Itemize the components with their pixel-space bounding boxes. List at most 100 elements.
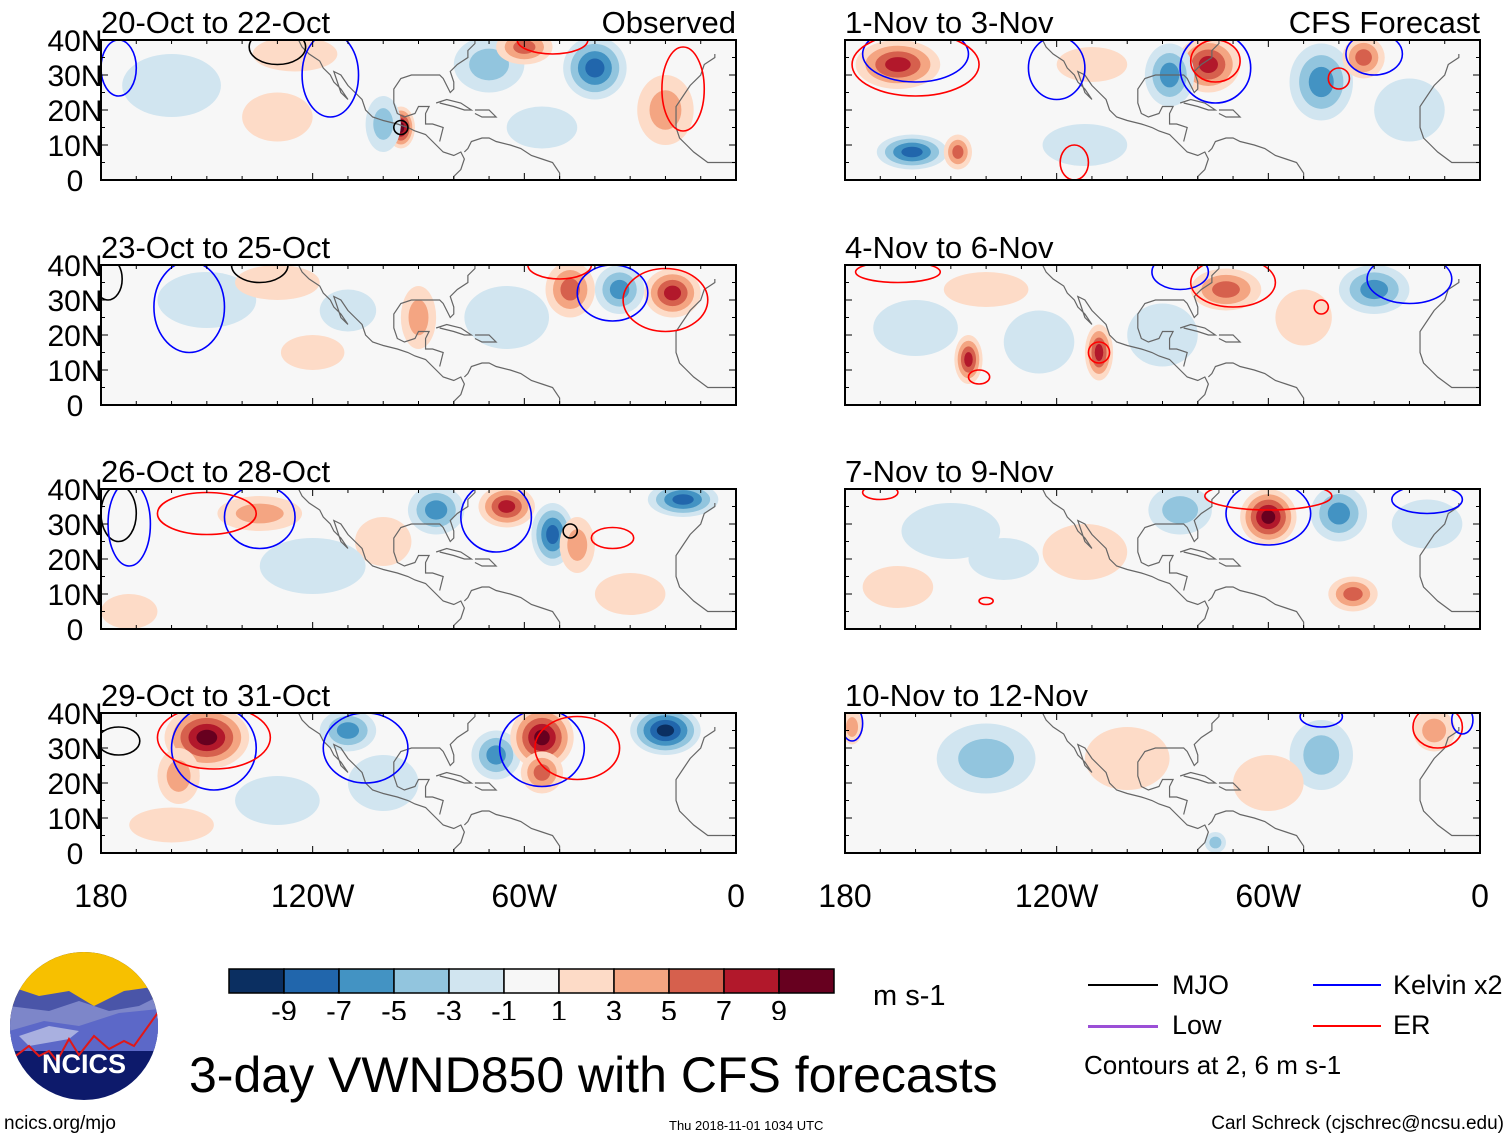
colorbar-swatch [668, 968, 725, 994]
anomaly-shading [1233, 755, 1304, 811]
coastline [1218, 334, 1242, 343]
footer-url[interactable]: ncics.org/mjo [4, 1113, 116, 1134]
coastline [1207, 362, 1305, 405]
anomaly-shading [594, 573, 666, 615]
map-panel: 1-Nov to 3-Nov CFS Forecast [844, 5, 1481, 181]
lat-tick-label: 20N [47, 544, 102, 577]
coastline [393, 489, 476, 591]
anomaly-shading [546, 524, 559, 545]
lat-tick-label: 40N [47, 25, 102, 58]
anomaly-shading [425, 500, 448, 520]
contour-kelvin-x2 [1027, 40, 1086, 101]
anomaly-shading [101, 594, 158, 629]
lat-tick-label: 20N [47, 320, 102, 353]
anomaly-shading [252, 40, 338, 72]
coastline [435, 98, 474, 111]
anomaly-shading [1198, 56, 1218, 73]
anomaly-shading [235, 776, 320, 825]
contour-kelvin-x2 [1366, 265, 1453, 305]
contour-mjo [101, 489, 138, 543]
map-panel: 7-Nov to 9-Nov [844, 454, 1481, 630]
lon-tick-label: 0 [727, 878, 745, 914]
lat-tick-label: 30N [47, 285, 102, 318]
contour-mjo [101, 265, 123, 301]
legend-line-er [1313, 1025, 1381, 1027]
colorbar-tick-label: 5 [661, 996, 677, 1020]
lat-tick-label: 10N [47, 579, 102, 612]
anomaly-shading [1056, 47, 1128, 82]
contour-note: Contours at 2, 6 m s-1 [1084, 1050, 1342, 1080]
contour-kelvin-x2 [460, 489, 533, 553]
legend-line-low [1088, 1025, 1158, 1028]
contour-er [1327, 67, 1351, 90]
colorbar-swatch [723, 968, 780, 994]
colorbar-swatch [338, 968, 395, 994]
coastline [1218, 558, 1242, 567]
anomaly-shading [1094, 344, 1104, 361]
contour-er [1087, 341, 1111, 364]
anomaly-shading [122, 54, 221, 117]
coastline [1137, 489, 1220, 591]
ncics-logo: NCICS [10, 952, 158, 1100]
anomaly-shading [862, 566, 934, 608]
legend-label-er: ER [1393, 1010, 1431, 1040]
colorbar-swatch [503, 968, 560, 994]
map-panels: 20-Oct to 22-Oct Observed40N30N20N10N023-… [47, 5, 1488, 914]
colorbar-swatch [613, 968, 670, 994]
colorbar-swatch [283, 968, 340, 994]
coastline [435, 547, 474, 560]
anomaly-shading [506, 106, 578, 149]
anomaly-shading [235, 503, 284, 524]
anomaly-shading [235, 265, 320, 300]
coastline [675, 54, 736, 164]
lat-tick-label: 0 [67, 614, 84, 647]
contour-kelvin-x2 [1225, 489, 1312, 546]
column-label: CFS Forecast [1289, 5, 1481, 40]
footer-credit: Carl Schreck (cjschrec@ncsu.edu) [1211, 1113, 1504, 1134]
anomaly-shading [242, 92, 313, 142]
lat-tick-label: 10N [47, 355, 102, 388]
anomaly-shading [656, 724, 675, 737]
colorbar-swatch [448, 968, 505, 994]
contour-er [861, 489, 899, 501]
coastline [474, 334, 498, 343]
lat-tick-label: 10N [47, 803, 102, 836]
anomaly-shading [534, 729, 550, 746]
coastline [393, 40, 476, 142]
colorbar-swatch [558, 968, 615, 994]
colorbar-swatch [778, 968, 835, 994]
anomaly-shading [1391, 499, 1463, 549]
panel-title: 29-Oct to 31-Oct [101, 678, 331, 713]
contour-kelvin-x2 [322, 713, 409, 784]
anomaly-shading [901, 503, 1001, 559]
contour-er [1204, 489, 1333, 511]
contour-er [527, 265, 593, 280]
coastline [474, 782, 498, 791]
coastline [1179, 323, 1218, 336]
contour-kelvin-x2 [1450, 713, 1474, 735]
coastline [1218, 109, 1242, 118]
lat-tick-label: 0 [67, 390, 84, 423]
anomaly-shading [672, 494, 694, 505]
coastline [1042, 265, 1210, 405]
coastline [393, 713, 476, 815]
legend-label-low: Low [1172, 1010, 1222, 1040]
anomaly-shading [1212, 281, 1240, 298]
lat-tick-label: 30N [47, 60, 102, 93]
contour-kelvin-x2 [153, 265, 226, 354]
legend-line-mjo [1088, 984, 1158, 986]
contour-er [851, 40, 980, 97]
anomaly-shading [901, 146, 923, 158]
panel-title: 1-Nov to 3-Nov [845, 5, 1054, 40]
coastline [298, 265, 466, 405]
contour-er [854, 265, 942, 284]
contour-er [978, 596, 994, 606]
coastline [1042, 713, 1210, 853]
anomaly-shading [1308, 66, 1334, 98]
coastline [1207, 137, 1305, 180]
legend-label-mjo: MJO [1172, 970, 1229, 1000]
coastline [463, 362, 561, 405]
anomaly-shading [1042, 524, 1128, 580]
